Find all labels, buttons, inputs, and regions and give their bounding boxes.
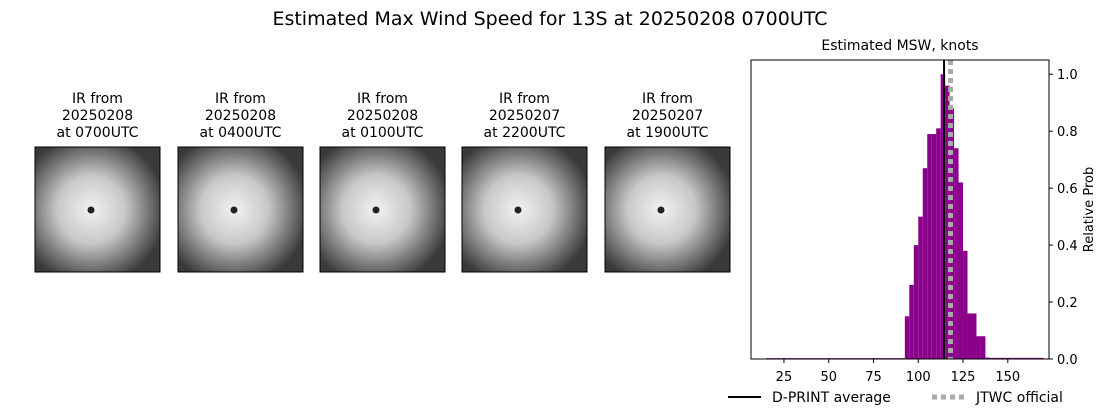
bar (985, 357, 990, 359)
plot-frame (750, 59, 1050, 360)
bar (909, 284, 914, 359)
x-tick-label: 125 (951, 370, 976, 385)
y-tick-label: 1.0 (1057, 68, 1078, 83)
panel-title: IR from (499, 91, 550, 107)
bar (967, 313, 972, 359)
panel-title: at 0100UTC (342, 125, 424, 141)
bar (971, 313, 977, 359)
bar (976, 336, 981, 359)
bar (918, 216, 923, 359)
storm-eye (230, 206, 238, 214)
bar (931, 134, 937, 359)
x-tick-label: 75 (865, 370, 882, 385)
bar (922, 168, 928, 359)
panel-title: IR from (72, 91, 123, 107)
bar (945, 85, 950, 359)
storm-eye (657, 206, 665, 214)
panel-title: 20250208 (62, 108, 133, 124)
bar (913, 245, 919, 359)
ir-image (177, 146, 304, 273)
x-tick-label: 50 (820, 370, 837, 385)
bar (963, 250, 968, 359)
y-tick-label: 0.4 (1057, 239, 1078, 254)
panel-title: 20250208 (347, 108, 418, 124)
y-tick-label: 0.8 (1057, 125, 1078, 140)
y-tick-label: 0.6 (1057, 182, 1078, 197)
panel-title: IR from (215, 91, 266, 107)
bar (927, 134, 932, 359)
panel-title: IR from (642, 91, 693, 107)
ir-image (604, 146, 731, 273)
panel-title: 20250208 (205, 108, 276, 124)
figure-title: Estimated Max Wind Speed for 13S at 2025… (272, 8, 827, 30)
y-axis-label: Relative Prob (1082, 167, 1097, 252)
ir-image (34, 146, 161, 273)
panel-title: at 0400UTC (200, 125, 282, 141)
legend-label: D-PRINT average (772, 390, 891, 406)
bar (940, 74, 946, 359)
bar (958, 182, 964, 359)
storm-eye (514, 206, 522, 214)
panel-title: at 2200UTC (484, 125, 566, 141)
bar (989, 357, 1044, 359)
ir-image (461, 146, 588, 273)
bar (980, 336, 986, 359)
y-tick-label: 0.2 (1057, 296, 1078, 311)
bar (954, 148, 959, 359)
storm-eye (87, 206, 95, 214)
panel-title: IR from (357, 91, 408, 107)
x-tick-label: 150 (995, 370, 1020, 385)
y-tick-label: 0.0 (1057, 353, 1078, 368)
storm-eye (372, 206, 380, 214)
x-tick-label: 100 (906, 370, 931, 385)
panel-title: 20250207 (489, 108, 560, 124)
bar (904, 316, 910, 359)
panel-title: 20250207 (632, 108, 703, 124)
chart-title: Estimated MSW, knots (821, 38, 978, 54)
ir-image (319, 146, 446, 273)
panel-title: at 1900UTC (627, 125, 709, 141)
x-tick-label: 25 (776, 370, 793, 385)
legend-label: JTWC official (975, 390, 1063, 406)
panel-title: at 0700UTC (57, 125, 139, 141)
bar (936, 128, 941, 359)
